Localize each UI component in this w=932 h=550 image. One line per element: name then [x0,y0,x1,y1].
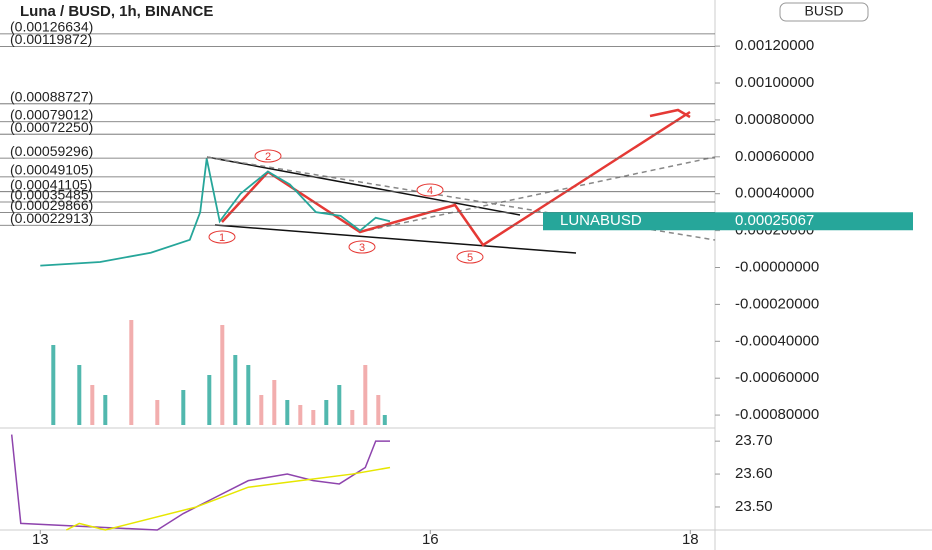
fib-label: (0.00059296) [10,143,93,159]
fib-label: (0.00049105) [10,162,93,178]
volume-bar [181,390,186,425]
volume-bar [207,375,212,425]
volume-bar [77,365,82,425]
trendline [359,156,716,233]
indicator-line [10,434,390,531]
wave-marker [456,250,484,264]
last-price-badge [543,212,913,231]
fib-label: (0.00035485) [10,187,93,203]
fib-label: (0.00022913) [10,210,93,226]
y-tick-label: -0.00080000 [735,406,819,423]
volume-bar [350,410,355,425]
y-tick-label: -0.00000000 [735,258,819,275]
volume-bar [382,415,387,425]
wave-path [221,110,691,247]
wave-label: 4 [427,185,433,197]
fib-label: (0.00041105) [10,176,92,192]
indicator-line [65,466,391,531]
volume-bar [311,410,316,425]
currency-badge[interactable] [779,2,869,22]
volume-bar [129,320,134,425]
volume-bar [90,385,95,425]
y-tick-label: -0.00060000 [735,369,819,386]
wave-arrow [649,108,691,119]
wave-label: 1 [219,232,225,244]
fib-label: (0.00119872) [10,31,92,47]
volume-bar [233,355,238,425]
trendline [206,156,521,216]
volume-bar [324,400,329,425]
volume-bar [298,405,303,425]
indicator-tick-label: 23.70 [735,432,773,449]
volume-bar [246,365,251,425]
fib-label: (0.00079012) [10,106,93,122]
indicator-tick-label: 23.60 [735,465,773,482]
volume-bar [51,345,56,425]
drawings [206,108,716,254]
y-tick-label: 0.00100000 [735,74,814,91]
price-line [40,158,391,267]
symbol-label: LUNABUSD [560,212,642,229]
y-tick-label: 0.00120000 [735,37,814,54]
y-tick-label: 0.00060000 [735,148,814,165]
x-tick-label: 16 [422,531,439,548]
volume-bar [376,395,381,425]
trendline [214,224,577,254]
trendline [206,156,716,241]
wave-marker [348,240,376,254]
volume-bar [337,385,342,425]
fib-label: (0.00088727) [10,89,93,105]
wave-label: 5 [467,252,473,264]
y-tick-label: -0.00020000 [735,295,819,312]
indicator-tick-label: 23.50 [735,498,773,515]
y-tick-label: 0.00040000 [735,185,814,202]
fib-label: (0.00029866) [10,197,93,213]
fib-label: (0.00126634) [10,19,93,35]
wave-marker [254,149,282,163]
y-tick-label: -0.00040000 [735,332,819,349]
volume-bar [272,380,277,425]
wave-marker [208,230,236,244]
y-tick-label: 0.00080000 [735,111,814,128]
x-tick-label: 18 [682,531,699,548]
x-tick-label: 13 [32,531,49,548]
volume-bar [285,400,290,425]
currency: BUSD [805,3,844,19]
volume-bar [259,395,264,425]
fib-label: (0.00072250) [10,119,93,135]
wave-label: 3 [359,242,365,254]
wave-label: 2 [265,151,271,163]
last-price-label: 0.00025067 [735,212,814,229]
chart-title: Luna / BUSD, 1h, BINANCE [20,3,213,20]
volume-bar [155,400,160,425]
volume-bar [363,365,368,425]
volume-bar [103,395,108,425]
wave-marker [416,183,444,197]
volume-bar [220,325,225,425]
